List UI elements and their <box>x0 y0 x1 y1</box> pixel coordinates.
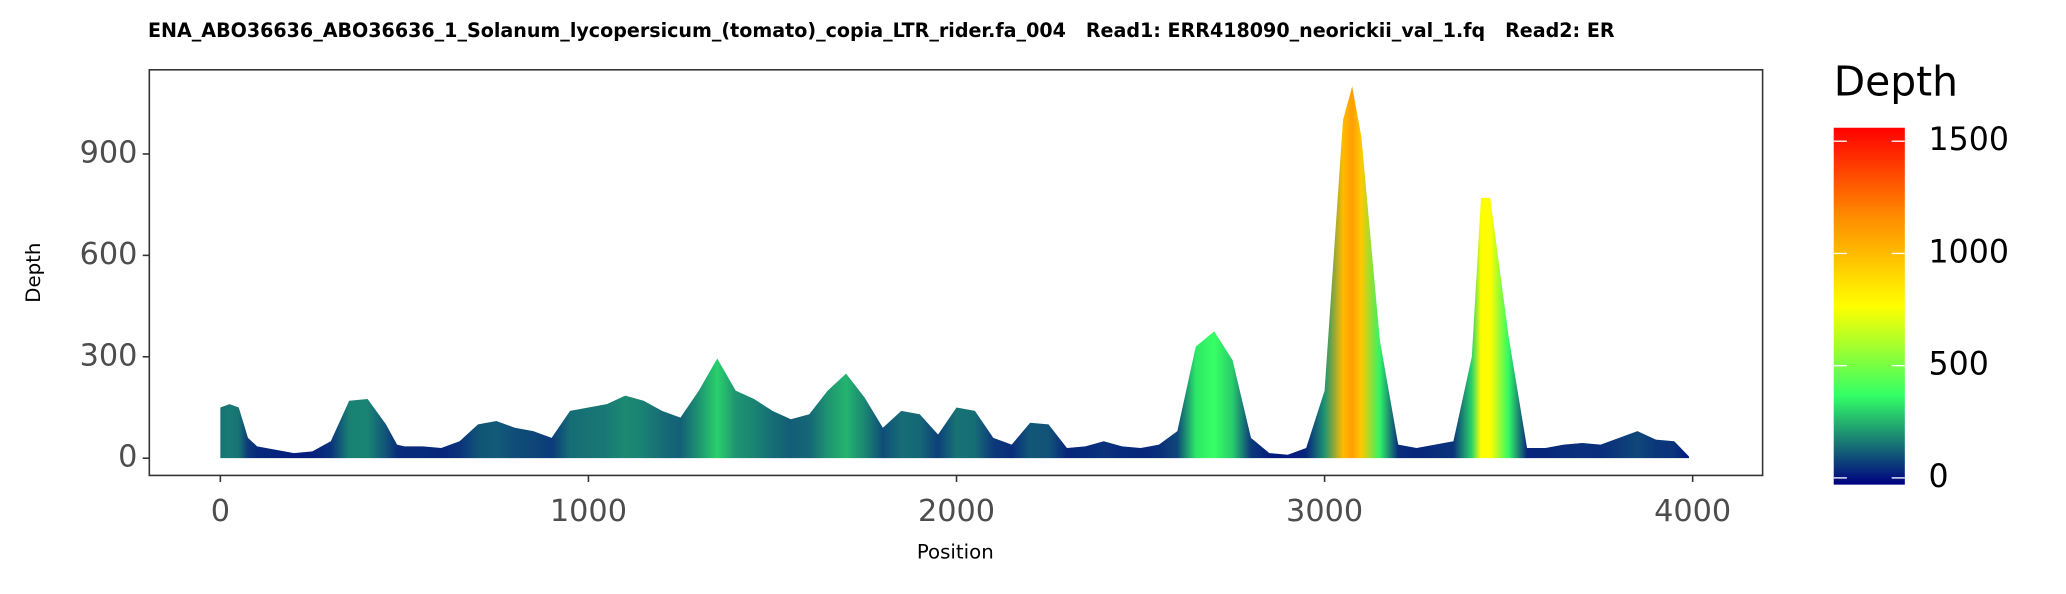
y-axis-label: Depth <box>22 243 45 303</box>
colorbar-tick-label: 0 <box>1929 459 1949 495</box>
legend-title: Depth <box>1834 57 1958 105</box>
x-tick-label: 3000 <box>1286 494 1363 529</box>
x-tick-label: 2000 <box>918 494 995 529</box>
x-tick-label: 0 <box>211 494 230 529</box>
coverage-area <box>220 86 1689 459</box>
y-tick-label: 900 <box>80 135 138 170</box>
y-tick-label: 300 <box>80 338 138 373</box>
y-tick-label: 600 <box>80 237 138 272</box>
x-tick-label: 1000 <box>550 494 627 529</box>
colorbar-tick-label: 1000 <box>1929 234 2009 270</box>
chart-title: ENA_ABO36636_ABO36636_1_Solanum_lycopers… <box>148 19 1615 42</box>
colorbar-tick-label: 1500 <box>1929 122 2009 158</box>
x-tick-label: 4000 <box>1654 494 1731 529</box>
colorbar <box>1833 127 1905 485</box>
colorbar-tick-label: 500 <box>1929 347 1989 383</box>
x-axis-label: Position <box>917 541 994 564</box>
y-tick-label: 0 <box>118 440 137 475</box>
